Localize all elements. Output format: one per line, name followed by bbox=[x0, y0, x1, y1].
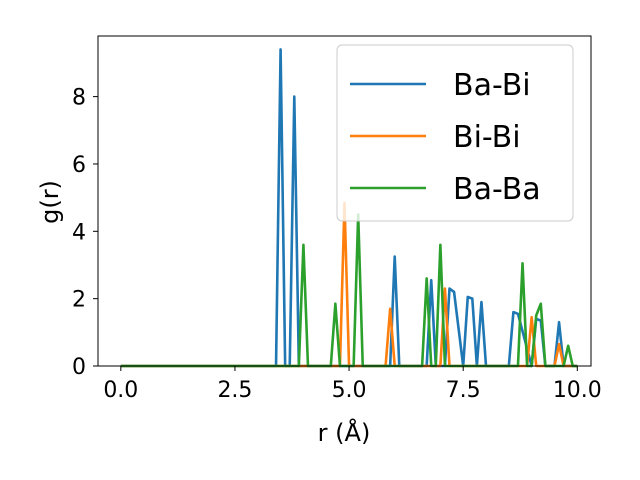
x-tick-label: 5.0 bbox=[332, 378, 367, 403]
y-tick-label: 4 bbox=[72, 220, 86, 245]
y-tick-label: 0 bbox=[72, 355, 86, 380]
x-tick-label: 2.5 bbox=[217, 378, 252, 403]
y-axis-label: g(r) bbox=[36, 180, 64, 224]
legend-label-2: Bi-Bi bbox=[453, 120, 521, 155]
series-line-2 bbox=[120, 201, 578, 368]
axes-frame bbox=[97, 35, 592, 367]
legend: Ba-Bi Bi-Bi Ba-Ba bbox=[336, 44, 574, 222]
y-tick-label: 2 bbox=[72, 288, 86, 313]
x-axis-label: r (Å) bbox=[318, 418, 371, 447]
ticks: 0.0 2.5 5.0 7.5 10.0 0 2 4 6 8 bbox=[72, 86, 602, 403]
legend-label-1: Ba-Bi bbox=[453, 68, 531, 103]
x-tick-label: 10.0 bbox=[553, 378, 602, 403]
y-tick-label: 8 bbox=[72, 86, 86, 111]
x-tick-label: 7.5 bbox=[446, 378, 481, 403]
axes bbox=[97, 35, 592, 367]
y-tick-label: 6 bbox=[72, 153, 86, 178]
legend-box bbox=[336, 44, 574, 222]
x-tick-label: 0.0 bbox=[103, 378, 138, 403]
legend-label-3: Ba-Ba bbox=[453, 172, 541, 207]
